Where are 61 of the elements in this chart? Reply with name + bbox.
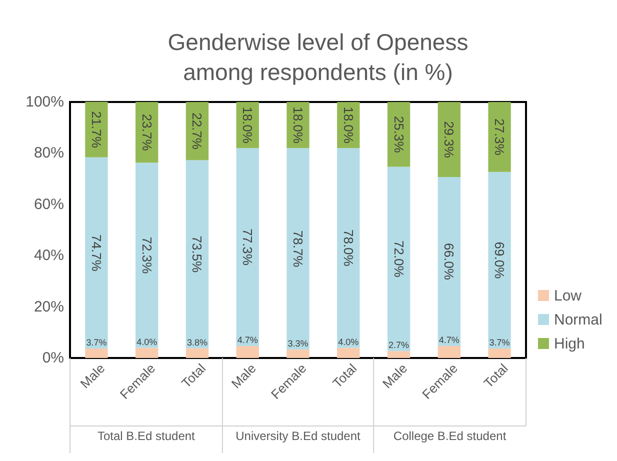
bar — [387, 166, 410, 352]
bar — [438, 177, 460, 346]
data-label: 78.0% — [340, 229, 356, 267]
text: College B.Ed student — [393, 429, 507, 443]
data-label: 18.0% — [240, 106, 256, 144]
data-label: 4.0% — [338, 336, 359, 347]
data-label: 72.0% — [391, 240, 406, 278]
bar — [286, 148, 310, 350]
data-label: 29.3% — [442, 121, 457, 158]
data-label: 73.5% — [190, 236, 205, 274]
y-tick-label: 40% — [34, 247, 64, 264]
bar — [186, 348, 209, 358]
data-label: 3.7% — [86, 338, 107, 348]
bar — [438, 346, 460, 358]
data-label: 4.0% — [136, 336, 158, 347]
data-label: 72.3% — [139, 236, 154, 274]
bar — [136, 162, 158, 348]
data-label: 18.0% — [340, 106, 356, 144]
y-tick-label: 80% — [34, 144, 64, 162]
y-tick-label: 0% — [42, 350, 64, 366]
y-tick-label: 60% — [34, 196, 64, 213]
data-label: 25.3% — [391, 116, 406, 154]
bar — [186, 160, 209, 348]
data-label: 78.7% — [290, 230, 306, 268]
bar — [236, 346, 259, 358]
data-label: 23.7% — [139, 114, 154, 152]
data-label: 3.8% — [186, 337, 208, 348]
bar — [85, 102, 108, 158]
data-label: 3.7% — [489, 338, 510, 348]
data-label: 4.7% — [237, 334, 258, 345]
y-tick-label: 20% — [34, 298, 64, 316]
bar — [236, 148, 259, 346]
data-label: 66.0% — [442, 243, 457, 280]
bar — [488, 348, 511, 358]
data-label: 69.0% — [492, 242, 508, 280]
y-tick-label: 100% — [26, 94, 64, 110]
data-label: 21.7% — [88, 111, 104, 148]
data-label: 77.3% — [240, 228, 256, 266]
data-label: 22.7% — [190, 112, 205, 150]
data-label: 18.0% — [290, 106, 306, 144]
legend-label: Low — [554, 288, 582, 304]
bar — [337, 148, 360, 348]
bar — [85, 348, 108, 358]
text: University B.Ed student — [236, 429, 362, 443]
data-label: 27.3% — [492, 118, 508, 156]
text: Total B.Ed student — [98, 429, 196, 443]
data-label: 3.3% — [288, 338, 308, 349]
bar — [488, 172, 511, 349]
bar — [488, 102, 511, 172]
bar — [85, 157, 108, 349]
bar — [286, 350, 310, 358]
legend-label: Normal — [554, 312, 602, 328]
chart-title: Genderwise level of Openess among respondents (in %) — [168, 29, 468, 85]
data-label: 4.7% — [438, 334, 460, 345]
bar — [387, 351, 410, 358]
data-label: 2.7% — [388, 340, 410, 350]
bar — [337, 348, 360, 358]
bar — [136, 348, 158, 358]
data-label: 74.7% — [88, 234, 104, 272]
bar — [438, 102, 460, 178]
legend-label: High — [554, 336, 585, 352]
